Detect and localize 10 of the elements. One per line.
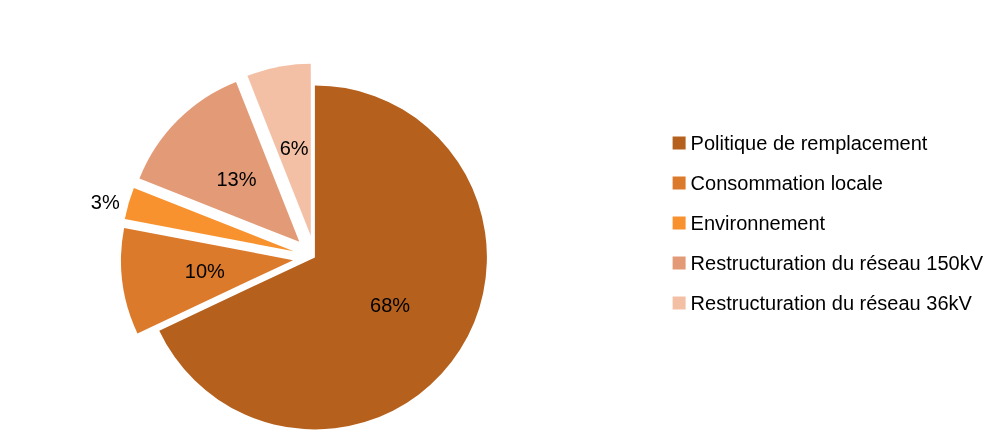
- legend-label: Restructuration du réseau 150kV: [690, 252, 984, 274]
- data-label: 6%: [279, 137, 309, 160]
- legend-label: Environnement: [690, 212, 826, 234]
- data-label: 13%: [216, 167, 257, 190]
- data-label: 3%: [90, 191, 120, 214]
- legend-label: Politique de remplacement: [690, 132, 928, 154]
- legend-label: Restructuration du réseau 36kV: [690, 292, 973, 314]
- data-label: 68%: [370, 294, 411, 317]
- legend-label: Consommation locale: [690, 172, 883, 194]
- data-label: 10%: [184, 260, 226, 283]
